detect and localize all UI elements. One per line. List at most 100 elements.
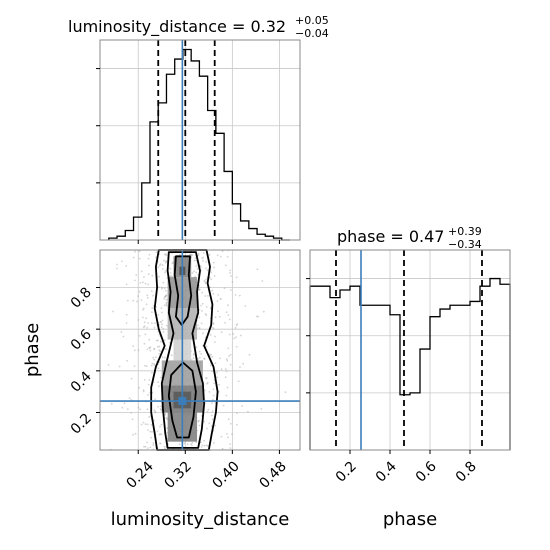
sample-point <box>161 287 163 290</box>
sample-point <box>227 436 230 439</box>
sample-point <box>201 291 204 294</box>
sample-point <box>146 294 149 297</box>
sample-point <box>192 353 195 355</box>
sample-point <box>235 324 238 327</box>
tick-label: 0.4 <box>373 458 400 485</box>
density-panel-frame <box>99 249 301 451</box>
sample-point <box>149 446 152 449</box>
sample-point <box>142 308 144 311</box>
sample-point <box>236 423 238 426</box>
sample-point <box>150 436 153 439</box>
sample-point <box>164 412 167 415</box>
sample-point <box>155 256 157 259</box>
sample-point <box>242 362 245 365</box>
sample-point <box>205 261 208 263</box>
sample-point <box>178 254 181 256</box>
sample-point <box>146 348 149 351</box>
sample-point <box>164 271 167 274</box>
density-contour <box>167 361 197 439</box>
sample-point <box>201 257 204 260</box>
sample-point <box>137 319 140 321</box>
luminosity-distance-title-lower-error: −0.04 <box>295 27 329 40</box>
sample-point <box>152 442 155 444</box>
sample-point <box>143 321 146 324</box>
x-axis-label-luminosity-distance: luminosity_distance <box>111 509 290 530</box>
sample-point <box>214 316 217 319</box>
sample-point <box>142 281 144 284</box>
sample-point <box>151 311 153 314</box>
sample-point <box>192 357 195 359</box>
sample-point <box>163 304 166 307</box>
sample-point <box>256 268 259 271</box>
sample-point <box>202 332 204 335</box>
sample-point <box>200 322 203 325</box>
tick-label: 0.40 <box>209 459 242 492</box>
sample-point <box>163 259 166 262</box>
sample-point <box>153 363 156 365</box>
sample-point <box>241 405 244 407</box>
sample-point <box>234 294 237 296</box>
phase-title-lower-error: −0.34 <box>448 238 482 251</box>
sample-point <box>204 295 207 297</box>
sample-point <box>198 308 201 311</box>
sample-point <box>165 298 168 301</box>
sample-point <box>169 267 172 270</box>
sample-point <box>112 310 114 313</box>
sample-point <box>247 410 249 413</box>
sample-point <box>145 365 148 368</box>
histogram-step-line <box>309 277 511 450</box>
sample-point <box>206 382 208 385</box>
sample-point <box>161 356 164 359</box>
sample-point <box>220 435 223 438</box>
sample-point <box>122 335 125 338</box>
phase-y-tick-labels: 0.2 0.4 0.6 0.8 <box>68 285 95 438</box>
sample-point <box>162 281 165 284</box>
sample-point <box>161 286 163 289</box>
sample-point <box>232 333 235 335</box>
sample-point <box>235 336 237 338</box>
sample-point <box>198 288 201 291</box>
sample-point <box>163 339 166 342</box>
sample-point <box>138 290 141 293</box>
sample-point <box>143 445 145 448</box>
sample-point <box>142 389 145 392</box>
sample-point <box>138 335 141 337</box>
phase-histogram-background <box>310 250 510 450</box>
sample-point <box>126 408 129 410</box>
sample-point <box>130 377 133 380</box>
sample-point <box>138 257 141 260</box>
sample-point <box>134 250 137 253</box>
sample-point <box>126 299 129 302</box>
sample-point <box>164 356 166 359</box>
sample-point <box>234 326 237 329</box>
sample-point <box>209 334 212 336</box>
sample-point <box>205 267 207 270</box>
sample-point <box>159 408 162 410</box>
sample-point <box>210 414 213 417</box>
sample-point <box>118 365 121 368</box>
sample-point <box>165 303 168 306</box>
sample-point <box>196 268 199 270</box>
sample-point <box>164 414 167 416</box>
sample-point <box>223 287 226 290</box>
sample-point <box>228 355 231 357</box>
sample-point <box>211 289 214 292</box>
sample-point <box>193 270 195 273</box>
sample-point <box>226 255 229 258</box>
sample-point <box>221 250 224 253</box>
sample-point <box>212 323 215 325</box>
tick-label: 0.24 <box>123 458 156 491</box>
phase-title-upper-error: +0.39 <box>448 225 482 238</box>
sample-point <box>154 322 156 325</box>
sample-point <box>214 362 217 365</box>
sample-point <box>212 388 215 391</box>
sample-point <box>157 405 160 408</box>
sample-point <box>216 376 219 379</box>
sample-point <box>138 386 141 389</box>
sample-point <box>135 274 138 276</box>
sample-point <box>231 281 234 283</box>
sample-point <box>229 363 232 366</box>
sample-point <box>153 409 156 412</box>
sample-point <box>159 425 161 428</box>
sample-point <box>225 370 228 373</box>
